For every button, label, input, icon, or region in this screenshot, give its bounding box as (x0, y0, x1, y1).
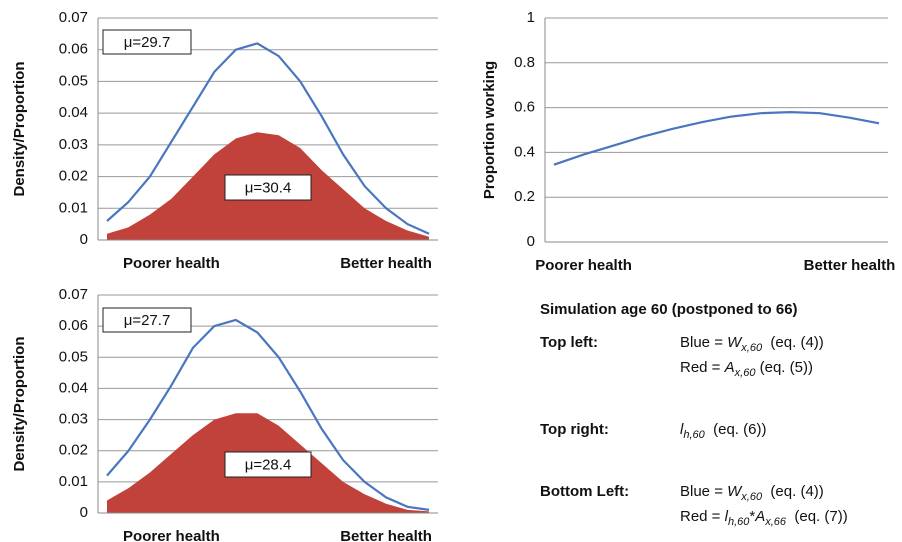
x-tick-label: Better health (804, 257, 896, 274)
y-tick-label: 0.05 (59, 72, 88, 89)
line (553, 110, 880, 166)
notes-text: (eq. (5)) (755, 359, 813, 376)
y-tick-label: 0.03 (59, 136, 88, 153)
y-tick-label: 0.01 (59, 473, 88, 490)
y-tick-label: 0.07 (59, 9, 88, 26)
y-tick-label: 0.07 (59, 286, 88, 303)
x-tick-label: Better health (340, 528, 432, 542)
y-tick-label: 0.05 (59, 348, 88, 365)
notes-line: Blue = Wx,60 (eq. (4)) (680, 483, 824, 503)
notes-text: Blue = (680, 334, 728, 351)
notes-line: lh,60 (eq. (6)) (680, 421, 766, 441)
annotation-box (224, 451, 312, 478)
notes-text: x,60 (741, 342, 763, 354)
annotation: μ=30.4 (245, 179, 292, 196)
x-tick-label: Better health (340, 255, 432, 272)
x-tick-label: Poorer health (123, 528, 220, 542)
notes-text: W (727, 334, 742, 351)
x-tick-label: Poorer health (123, 255, 220, 272)
notes-title: Simulation age 60 (postponed to 66) (540, 301, 798, 318)
y-tick-label: 0.02 (59, 168, 88, 185)
notes-text: Blue = (680, 483, 728, 500)
y-axis-label: Density/Proportion (11, 61, 28, 196)
notes-line: Blue = Wx,60 (eq. (4)) (680, 334, 824, 354)
line (106, 318, 430, 511)
notes-text: * (749, 508, 756, 525)
notes-line: Red = Ax,60 (eq. (5)) (680, 359, 813, 379)
notes-text: A (755, 508, 766, 525)
y-tick-label: 0.03 (59, 411, 88, 428)
y-tick-label: 0.4 (514, 143, 535, 160)
annotation-box (102, 29, 192, 55)
annotation-box (102, 307, 192, 333)
notes-text: (eq. (6)) (704, 421, 767, 438)
notes-text: A (724, 359, 735, 376)
y-tick-label: 0 (80, 504, 88, 521)
y-tick-label: 0 (527, 233, 535, 250)
line (106, 42, 430, 235)
notes-text: (eq. (7)) (786, 508, 848, 525)
annotation: μ=29.7 (124, 34, 171, 51)
y-tick-label: 0.6 (514, 99, 535, 116)
notes-label: Top right: (540, 421, 609, 438)
notes-text: h,60 (683, 429, 705, 441)
notes-text: x,60 (734, 367, 756, 379)
notes-label: Bottom Left: (540, 483, 630, 500)
notes-text: l (680, 421, 684, 438)
y-axis-label: Density/Proportion (11, 336, 28, 471)
y-tick-label: 0.8 (514, 54, 535, 71)
notes-text: h,60 (727, 516, 750, 528)
notes-line: Red = lh,60*Ax,66 (eq. (7)) (680, 508, 848, 528)
y-tick-label: 0 (80, 231, 88, 248)
y-tick-label: 0.04 (59, 104, 88, 121)
notes-text: Red = (680, 359, 725, 376)
notes-text: (eq. (4)) (762, 334, 824, 351)
y-tick-label: 0.02 (59, 442, 88, 459)
annotation: μ=27.7 (124, 312, 171, 329)
y-tick-label: 1 (527, 9, 535, 26)
y-tick-label: 0.04 (59, 379, 88, 396)
notes-label: Top left: (540, 334, 599, 351)
y-tick-label: 0.06 (59, 41, 88, 58)
notes-text: Red = (680, 508, 725, 525)
notes-text: x,66 (765, 516, 787, 528)
notes-text: (eq. (4)) (762, 483, 824, 500)
annotation: μ=28.4 (245, 456, 292, 473)
annotation-box (224, 174, 312, 201)
x-tick-label: Poorer health (535, 257, 632, 274)
notes-text: W (727, 483, 742, 500)
y-axis-label: Proportion working (481, 61, 498, 199)
y-tick-label: 0.2 (514, 188, 535, 205)
notes-text: l (724, 508, 728, 525)
notes-text: x,60 (741, 491, 763, 503)
y-tick-label: 0.01 (59, 199, 88, 216)
y-tick-label: 0.06 (59, 317, 88, 334)
